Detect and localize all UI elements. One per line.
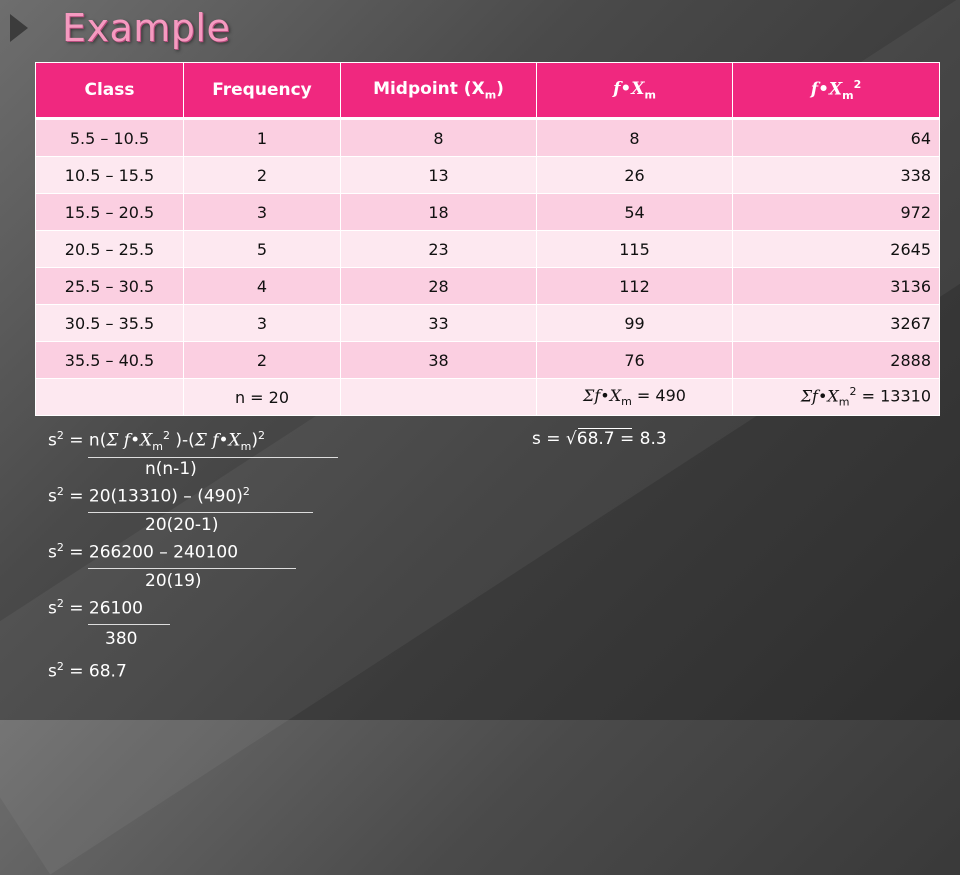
cell-f-xm: 99 [536, 304, 733, 342]
cell-f-xm-squared: 64 [732, 118, 940, 157]
table-header-row: Class Frequency Midpoint (Xm) f•Xm f•Xm2 [35, 62, 940, 120]
cell-f-xm-squared: 338 [732, 156, 940, 194]
variance-denominator-3: 20(19) [145, 571, 202, 591]
cell-midpoint: 23 [340, 230, 537, 268]
header-midpoint: Midpoint (Xm) [340, 62, 537, 120]
header-frequency: Frequency [183, 62, 341, 120]
header-class: Class [35, 62, 184, 120]
variance-denominator-2: 20(20-1) [145, 515, 219, 535]
cell-frequency: 1 [183, 118, 341, 157]
cell-midpoint: 33 [340, 304, 537, 342]
total-sum-f-xm: Σf•Xm = 490 [536, 378, 733, 416]
frequency-table: Class Frequency Midpoint (Xm) f•Xm f•Xm2… [35, 62, 940, 416]
cell-frequency: 3 [183, 193, 341, 231]
variance-quotient-line: s2 = 26100 [48, 597, 144, 619]
cell-class: 25.5 – 30.5 [35, 267, 184, 305]
table-row: 15.5 – 20.5 3 18 54 972 [35, 193, 940, 231]
fraction-bar [88, 512, 313, 513]
table-totals-row: n = 20 Σf•Xm = 490 Σf•Xm2 = 13310 [35, 378, 940, 416]
cell-class: 10.5 – 15.5 [35, 156, 184, 194]
total-n: n = 20 [183, 378, 341, 416]
cell-empty [35, 378, 184, 416]
cell-frequency: 3 [183, 304, 341, 342]
cell-f-xm-squared: 2645 [732, 230, 940, 268]
total-sum-f-xm-squared: Σf•Xm2 = 13310 [732, 378, 940, 416]
header-f-xm-squared: f•Xm2 [732, 62, 940, 120]
variance-result: s2 = 68.7 [48, 660, 127, 682]
cell-f-xm-squared: 3267 [732, 304, 940, 342]
table-row: 30.5 – 35.5 3 33 99 3267 [35, 304, 940, 342]
variance-simplify-line: s2 = 266200 – 240100 [48, 541, 239, 563]
cell-f-xm: 54 [536, 193, 733, 231]
table-row: 25.5 – 30.5 4 28 112 3136 [35, 267, 940, 305]
cell-f-xm: 76 [536, 341, 733, 379]
cell-midpoint: 13 [340, 156, 537, 194]
sqrt-bar [578, 428, 632, 429]
cell-class: 35.5 – 40.5 [35, 341, 184, 379]
cell-f-xm: 115 [536, 230, 733, 268]
cell-class: 30.5 – 35.5 [35, 304, 184, 342]
cell-midpoint: 38 [340, 341, 537, 379]
table-row: 35.5 – 40.5 2 38 76 2888 [35, 341, 940, 379]
table-row: 20.5 – 25.5 5 23 115 2645 [35, 230, 940, 268]
cell-f-xm: 8 [536, 118, 733, 157]
variance-denominator-1: n(n-1) [145, 459, 197, 479]
cell-frequency: 4 [183, 267, 341, 305]
cell-frequency: 2 [183, 341, 341, 379]
cell-frequency: 2 [183, 156, 341, 194]
cell-f-xm-squared: 2888 [732, 341, 940, 379]
slide-title: Example [62, 6, 231, 50]
cell-f-xm-squared: 972 [732, 193, 940, 231]
fraction-bar [88, 624, 170, 625]
cell-midpoint: 18 [340, 193, 537, 231]
slide-arrow-icon [10, 14, 28, 42]
cell-class: 15.5 – 20.5 [35, 193, 184, 231]
cell-class: 20.5 – 25.5 [35, 230, 184, 268]
fraction-bar [88, 568, 296, 569]
cell-empty [340, 378, 537, 416]
table-row: 5.5 – 10.5 1 8 8 64 [35, 118, 940, 157]
cell-f-xm: 26 [536, 156, 733, 194]
cell-frequency: 5 [183, 230, 341, 268]
cell-f-xm-squared: 3136 [732, 267, 940, 305]
header-f-xm: f•Xm [536, 62, 733, 120]
standard-deviation: s = √68.7 = 8.3 [532, 429, 667, 449]
variance-substitution-line: s2 = 20(13310) – (490)2 [48, 485, 250, 507]
table-row: 10.5 – 15.5 2 13 26 338 [35, 156, 940, 194]
variance-formula-line: s2 = n(Σ f•Xm2 )-(Σ f•Xm)2 [48, 429, 265, 454]
variance-denominator-4: 380 [105, 629, 138, 649]
cell-f-xm: 112 [536, 267, 733, 305]
cell-midpoint: 28 [340, 267, 537, 305]
fraction-bar [88, 457, 338, 458]
cell-midpoint: 8 [340, 118, 537, 157]
cell-class: 5.5 – 10.5 [35, 118, 184, 157]
